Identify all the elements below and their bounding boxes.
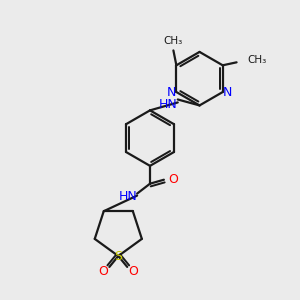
Text: S: S bbox=[114, 250, 122, 262]
Text: HN: HN bbox=[119, 190, 138, 203]
Text: HN: HN bbox=[158, 98, 177, 111]
Text: CH₃: CH₃ bbox=[248, 55, 267, 65]
Text: CH₃: CH₃ bbox=[164, 35, 183, 46]
Text: N: N bbox=[167, 85, 176, 98]
Text: O: O bbox=[168, 173, 178, 186]
Text: O: O bbox=[98, 266, 108, 278]
Text: N: N bbox=[223, 85, 232, 98]
Text: O: O bbox=[128, 266, 138, 278]
